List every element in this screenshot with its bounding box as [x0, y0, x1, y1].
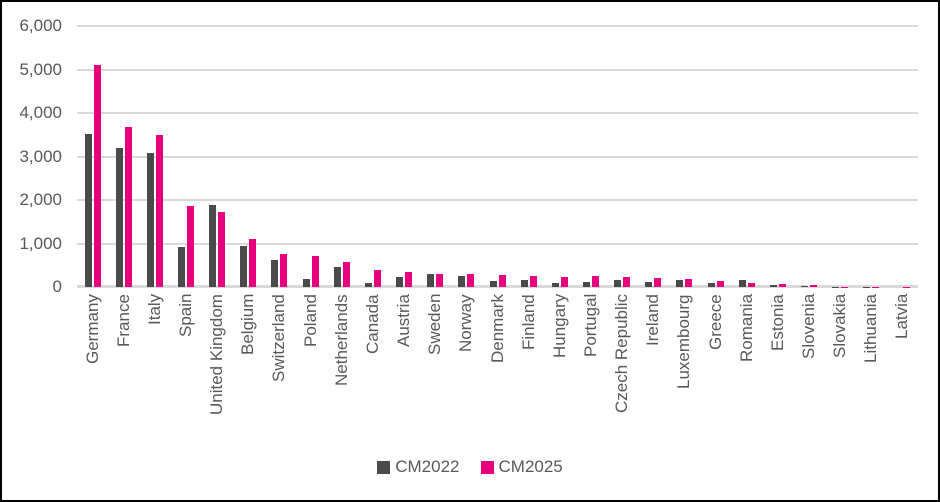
bar-CM2025-czech-republic — [623, 277, 631, 287]
y-tick-label-1000: 1,000 — [19, 233, 62, 253]
chart-legend: CM2022 CM2025 — [2, 457, 938, 477]
gridline-0 — [77, 285, 918, 288]
bar-CM2022-switzerland — [271, 259, 279, 287]
x-label-france: France — [113, 294, 133, 347]
bar-CM2022-ireland — [645, 282, 653, 287]
gridline-3000 — [77, 155, 918, 158]
x-label-norway: Norway — [456, 294, 476, 352]
x-label-switzerland: Switzerland — [269, 294, 289, 382]
bar-CM2022-slovenia — [800, 286, 808, 287]
legend-label-CM2025: CM2025 — [498, 457, 563, 476]
y-tick-label-4000: 4,000 — [19, 103, 62, 122]
gridline-2000 — [77, 199, 918, 201]
bar-CM2025-austria — [405, 271, 413, 287]
bar-CM2025-spain — [187, 205, 195, 287]
legend-swatch-CM2022 — [377, 460, 391, 474]
x-label-latvia: Latvia — [892, 294, 912, 340]
bar-CM2025-france — [124, 126, 132, 287]
bar-CM2022-finland — [520, 280, 528, 287]
x-label-canada: Canada — [362, 294, 382, 354]
x-label-czech-republic: Czech Republic — [612, 294, 632, 414]
bar-CM2022-poland — [302, 278, 310, 287]
legend-item-CM2022: CM2022 — [377, 457, 460, 477]
bar-CM2022-sweden — [427, 273, 435, 287]
bar-CM2025-poland — [311, 255, 319, 287]
x-label-spain: Spain — [176, 294, 196, 338]
x-label-luxembourg: Luxembourg — [674, 294, 694, 389]
x-label-denmark: Denmark — [487, 294, 507, 363]
bar-CM2025-belgium — [249, 238, 257, 287]
x-label-finland: Finland — [518, 294, 538, 350]
bar-CM2025-denmark — [498, 275, 506, 287]
x-label-portugal: Portugal — [580, 294, 600, 358]
x-label-estonia: Estonia — [767, 294, 787, 351]
bar-CM2022-estonia — [769, 284, 777, 287]
bar-CM2022-spain — [178, 246, 186, 287]
x-label-sweden: Sweden — [425, 294, 445, 356]
bar-CM2022-belgium — [240, 245, 248, 287]
bar-CM2022-netherlands — [333, 267, 341, 287]
y-tick-label-0: 0 — [52, 277, 62, 296]
bar-CM2025-sweden — [436, 273, 444, 287]
gridline-5000 — [77, 68, 918, 71]
bar-CM2022-hungary — [551, 282, 559, 287]
bar-CM2025-norway — [467, 274, 475, 287]
x-label-italy: Italy — [144, 294, 164, 326]
x-label-greece: Greece — [705, 294, 725, 350]
bar-CM2022-czech-republic — [614, 280, 622, 287]
x-label-ireland: Ireland — [643, 294, 663, 346]
bar-CM2022-canada — [364, 283, 372, 287]
bar-CM2025-united-kingdom — [218, 211, 226, 287]
bar-CM2022-romania — [738, 280, 746, 287]
bar-CM2025-romania — [747, 283, 755, 287]
bar-CM2025-portugal — [591, 276, 599, 287]
bar-CM2022-portugal — [582, 282, 590, 287]
bar-CM2022-norway — [458, 275, 466, 287]
bar-CM2025-luxembourg — [685, 278, 693, 287]
legend-label-CM2022: CM2022 — [395, 457, 460, 476]
gridline-6000 — [77, 25, 918, 27]
y-tick-label-3000: 3,000 — [19, 146, 62, 166]
bar-CM2022-luxembourg — [676, 280, 684, 287]
x-label-netherlands: Netherlands — [331, 294, 351, 386]
gridline-1000 — [77, 242, 918, 245]
y-tick-label-5000: 5,000 — [19, 59, 62, 79]
bar-CM2022-italy — [146, 152, 154, 287]
bar-CM2022-germany — [84, 133, 92, 287]
legend-swatch-CM2025 — [480, 460, 494, 474]
bar-CM2025-greece — [716, 281, 724, 287]
bar-CM2025-canada — [373, 269, 381, 287]
x-label-romania: Romania — [736, 294, 756, 363]
bar-CM2025-estonia — [778, 283, 786, 287]
bar-CM2025-netherlands — [342, 261, 350, 287]
bar-CM2022-united-kingdom — [209, 204, 217, 287]
bar-CM2025-ireland — [654, 277, 662, 287]
x-label-belgium: Belgium — [238, 294, 258, 356]
bar-CM2022-greece — [707, 283, 715, 287]
bar-CM2022-austria — [396, 277, 404, 287]
legend-item-CM2025: CM2025 — [480, 457, 563, 477]
bar-CM2025-hungary — [560, 277, 568, 287]
bar-CM2025-switzerland — [280, 253, 288, 287]
y-tick-label-2000: 2,000 — [19, 190, 62, 209]
plot-area — [77, 25, 918, 288]
gridline-4000 — [77, 112, 918, 114]
x-label-austria: Austria — [394, 294, 414, 347]
bar-CM2025-slovenia — [809, 285, 817, 287]
bar-CM2025-germany — [93, 65, 101, 287]
bar-CM2022-denmark — [489, 281, 497, 287]
x-label-hungary: Hungary — [549, 294, 569, 359]
x-label-germany: Germany — [82, 294, 102, 364]
x-label-poland: Poland — [300, 294, 320, 347]
x-label-united-kingdom: United Kingdom — [207, 294, 227, 415]
x-label-slovakia: Slovakia — [830, 294, 850, 359]
x-label-lithuania: Lithuania — [861, 294, 881, 364]
bar-CM2025-italy — [155, 134, 163, 287]
bar-CM2025-finland — [529, 275, 537, 287]
bar-CM2022-france — [115, 147, 123, 287]
x-label-slovenia: Slovenia — [798, 294, 818, 360]
y-tick-label-6000: 6,000 — [19, 16, 62, 35]
